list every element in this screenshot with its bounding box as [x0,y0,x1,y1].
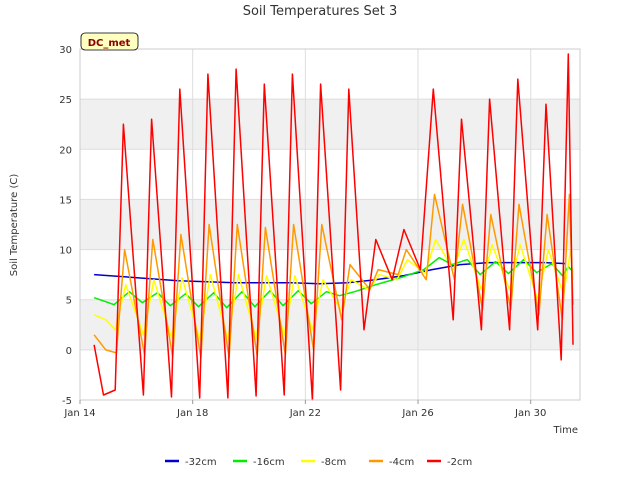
legend-label: -2cm [447,457,472,468]
site-badge-text: DC_met [88,38,131,49]
x-axis-label: Time [553,425,578,436]
y-tick-label: 10 [59,246,72,257]
legend-item: -32cm [165,457,217,468]
site-badge: DC_met [80,32,139,51]
site-badge-box [80,32,139,51]
x-tick-label: Jan 30 [514,408,546,419]
y-tick-label: 20 [59,145,72,156]
legend-item: -8cm [301,457,346,468]
y-tick-label: 30 [59,45,72,56]
background-band [80,99,580,150]
series-lines [93,53,574,401]
y-tick-label: 0 [66,346,72,357]
y-tick-label: 25 [59,95,72,106]
y-tick-labels: -5 0 5 10 15 20 25 30 [59,45,72,407]
legend-item: -4cm [369,457,414,468]
x-tick-label: Jan 22 [289,408,321,419]
legend-item: -2cm [427,457,472,468]
x-tick-labels: Jan 14 Jan 18 Jan 22 Jan 26 Jan 30 [63,400,546,419]
legend-label: -16cm [253,457,285,468]
legend: -32cm -16cm -8cm -4cm -2cm [165,457,472,468]
legend-label: -32cm [185,457,217,468]
chart-title: Soil Temperatures Set 3 [243,4,398,19]
x-tick-label: Jan 14 [63,408,95,419]
axes [79,48,581,401]
legend-label: -8cm [321,457,346,468]
plot-frame [79,48,581,401]
y-tick-label: -5 [62,396,72,407]
x-tick-label: Jan 18 [176,408,208,419]
legend-label: -4cm [389,457,414,468]
y-tick-label: 15 [59,195,72,206]
y-tick-label: 5 [66,296,72,307]
background-band [80,299,580,350]
legend-item: -16cm [233,457,285,468]
x-tick-label: Jan 26 [401,408,433,419]
series-line-2cmcm [93,53,574,401]
plot-background [80,49,580,400]
series-line-8cmcm [93,238,574,341]
y-axis-label: Soil Temperature (C) [9,174,20,277]
